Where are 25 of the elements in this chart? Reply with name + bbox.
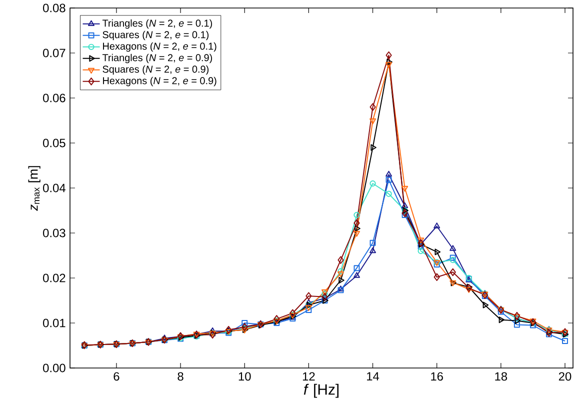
y-tick-label: 0.04 xyxy=(43,184,66,192)
x-tick-label: 14 xyxy=(367,372,380,380)
x-tick-label: 18 xyxy=(495,372,508,381)
y-tick-label: 0.02 xyxy=(43,274,66,282)
legend-label: Triangles (N = 2, e = 0.9) xyxy=(102,54,212,64)
legend-label: Triangles (N = 2, e = 0.1) xyxy=(102,19,212,29)
y-tick-label: 0.07 xyxy=(43,48,66,58)
y-tick-label: 0.01 xyxy=(43,318,66,328)
y-tick-label: 0.00 xyxy=(43,364,66,372)
legend-label: Squares (N = 2, e = 0.1) xyxy=(102,30,209,40)
x-tick-label: 20 xyxy=(558,372,572,381)
y-tick-label: 0.03 xyxy=(43,228,66,238)
y-axis-title: z$_{max}$ [m] xyxy=(28,166,40,211)
x-tick-label: 6 xyxy=(114,372,120,381)
legend-label: Hexagons (N = 2, e = 0.9) xyxy=(103,76,216,86)
x-tick-label: 10 xyxy=(238,372,251,381)
x-tick-label: 8 xyxy=(178,372,184,381)
x-tick-label: 12 xyxy=(302,372,315,381)
x-tick-label: 16 xyxy=(431,372,443,381)
y-tick-label: 0.08 xyxy=(43,4,66,12)
y-tick-label: 0.05 xyxy=(43,138,66,148)
y-tick-label: 0.06 xyxy=(43,94,66,102)
x-axis-title: f [Hz] xyxy=(304,384,339,398)
legend-label: Hexagons (N = 2, e = 0.1) xyxy=(103,42,216,52)
legend-label: Squares (N = 2, e = 0.9) xyxy=(102,65,209,75)
